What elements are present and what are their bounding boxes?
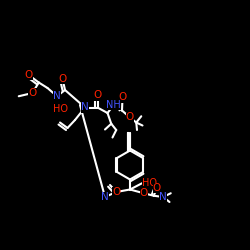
Text: HO: HO xyxy=(52,104,68,114)
Text: NH: NH xyxy=(106,100,121,110)
Text: N: N xyxy=(160,192,167,202)
Text: N: N xyxy=(101,192,109,202)
Text: HO: HO xyxy=(142,178,157,188)
Text: O: O xyxy=(153,183,161,193)
Text: O: O xyxy=(28,88,36,98)
Text: N: N xyxy=(53,91,61,101)
Text: N: N xyxy=(81,102,89,113)
Text: O: O xyxy=(140,188,148,198)
Text: O: O xyxy=(24,70,33,80)
Text: O: O xyxy=(94,90,102,101)
Text: O: O xyxy=(112,187,120,197)
Text: O: O xyxy=(58,74,66,84)
Text: O: O xyxy=(118,92,127,102)
Text: O: O xyxy=(126,112,134,122)
